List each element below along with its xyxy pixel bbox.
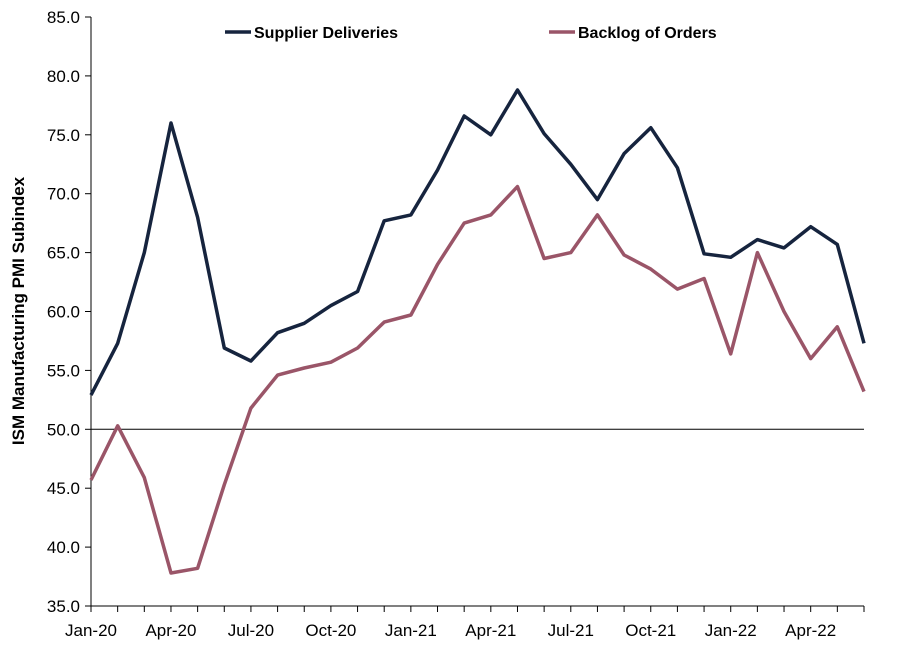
y-tick-label: 65.0 <box>47 244 80 263</box>
series-line-1 <box>89 88 866 396</box>
y-tick-label: 80.0 <box>47 67 80 86</box>
y-tick-label: 50.0 <box>47 420 80 439</box>
x-tick-label: Oct-20 <box>305 621 356 640</box>
series-line-2 <box>89 184 866 575</box>
x-tick-label: Oct-21 <box>625 621 676 640</box>
y-axis-label: ISM Manufacturing PMI Subindex <box>9 176 28 445</box>
x-tick-label: Jul-20 <box>228 621 274 640</box>
x-tick-label: Jul-21 <box>548 621 594 640</box>
y-tick-label: 40.0 <box>47 538 80 557</box>
x-tick-label: Apr-21 <box>465 621 516 640</box>
legend-label-2: Backlog of Orders <box>578 25 717 42</box>
x-tick-label: Jan-22 <box>705 621 757 640</box>
y-tick-label: 35.0 <box>47 597 80 616</box>
y-tick-label: 85.0 <box>47 8 80 27</box>
x-tick-label: Jan-20 <box>65 621 117 640</box>
y-tick-label: 55.0 <box>47 361 80 380</box>
y-tick-label: 70.0 <box>47 185 80 204</box>
x-tick-labels: Jan-20 Apr-20 Jul-20 Oct-20 Jan-21 Apr-21 Jul-… <box>65 606 838 640</box>
series-lines <box>89 88 866 575</box>
y-tick-label: 60.0 <box>47 303 80 322</box>
y-tick-labels: 35.0 40.0 45.0 50.0 55.0 60.0 65.0 70.0 75.0 80.0… <box>47 8 91 616</box>
y-tick-label: 75.0 <box>47 126 80 145</box>
axes <box>90 17 865 612</box>
legend-label-1: Supplier Deliveries <box>254 25 398 42</box>
x-tick-label: Apr-20 <box>145 621 196 640</box>
x-tick-label: Apr-22 <box>785 621 836 640</box>
y-tick-label: 45.0 <box>47 479 80 498</box>
legend: Supplier Deliveries Backlog of Orders <box>225 25 717 42</box>
x-tick-label: Jan-21 <box>385 621 437 640</box>
